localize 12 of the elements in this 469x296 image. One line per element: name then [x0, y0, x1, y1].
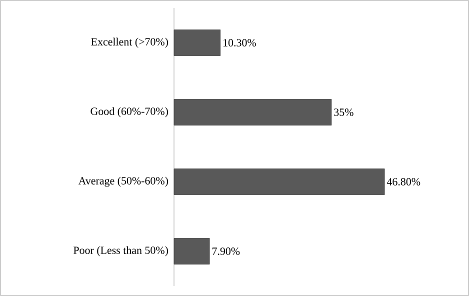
data-label: 10.30%	[224, 39, 256, 46]
data-label: 46.80%	[386, 178, 420, 186]
bar	[174, 168, 385, 195]
y-tick-label: Average (50%-60%)	[78, 176, 168, 187]
bar	[174, 99, 332, 126]
y-tick-label: Excellent (>70%)	[91, 38, 168, 48]
y-tick-label: Poor (Less than 50%)	[74, 246, 168, 256]
bar	[174, 30, 221, 56]
y-tick-label: Good (60%-70%)	[90, 107, 168, 118]
data-label: 35%	[334, 108, 354, 116]
bar	[174, 238, 210, 264]
data-label: 7.90%	[212, 248, 240, 255]
